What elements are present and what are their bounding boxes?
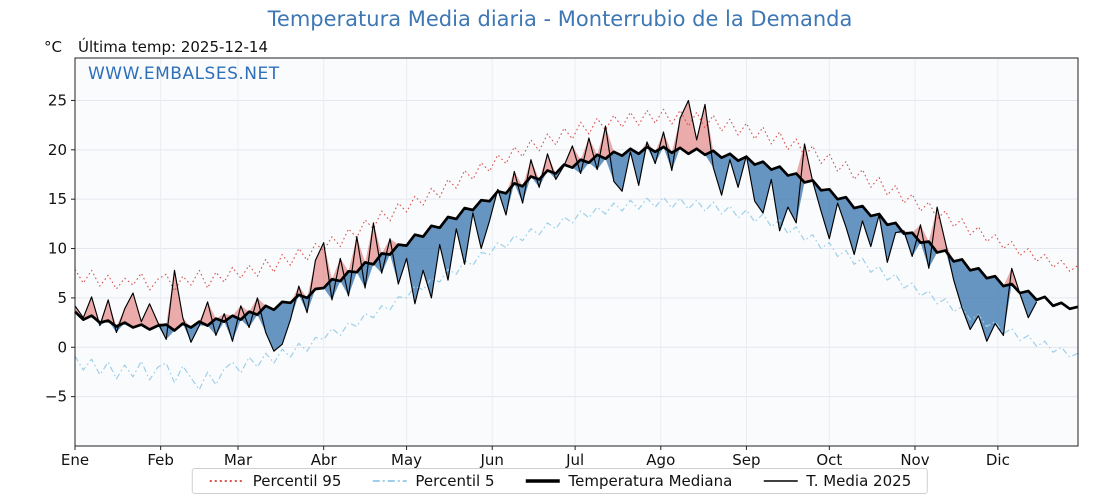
x-tick-label: Oct xyxy=(816,451,842,469)
chart-area: −5 0 5 10 15 20 25 Ene Feb Mar Abr May Jun Jul Ago Sep O… xyxy=(45,57,1079,469)
fill-above-median xyxy=(75,100,1037,331)
legend-sample-line-p95 xyxy=(209,480,244,482)
x-tick-label: Abr xyxy=(311,451,338,469)
legend-label: Percentil 5 xyxy=(415,472,495,490)
series-line-p5 xyxy=(74,196,1079,391)
chart-title: Temperatura Media diaria - Monterrubio d… xyxy=(267,7,853,31)
y-tick-label: 10 xyxy=(48,240,67,258)
fill-below-median xyxy=(75,146,1037,352)
series-line-median xyxy=(74,145,1079,332)
legend-item-median: Temperatura Mediana xyxy=(524,472,732,490)
legend-sample-line-current xyxy=(763,480,798,482)
x-tick-label: Dic xyxy=(986,451,1010,469)
legend-item-p5: Percentil 5 xyxy=(371,472,494,490)
x-tick-label: Sep xyxy=(732,451,760,469)
x-tick-label: Ago xyxy=(646,451,675,469)
series-line-current xyxy=(74,99,1038,352)
chart-svg: −5 0 5 10 15 20 25 Ene Feb Mar Abr May Jun Jul Ago Sep O… xyxy=(45,57,1079,469)
x-tick-label: May xyxy=(391,451,422,469)
legend-item-current: T. Media 2025 xyxy=(762,472,911,490)
y-tick-label: −5 xyxy=(45,388,67,406)
legend-label: T. Media 2025 xyxy=(806,472,912,490)
last-temp-label: Última temp: 2025-12-14 xyxy=(78,38,269,56)
plot-frame xyxy=(74,57,1079,447)
y-tick-label: 25 xyxy=(48,91,67,109)
legend-sample-line-median xyxy=(525,479,560,483)
y-tick-label: 20 xyxy=(48,141,67,159)
x-tick-label: Jun xyxy=(480,451,504,469)
x-tick-label: Mar xyxy=(224,451,253,469)
x-tick-label: Jul xyxy=(565,451,584,469)
x-tick-label: Nov xyxy=(900,451,929,469)
x-tick-label: Feb xyxy=(147,451,174,469)
legend-label: Percentil 95 xyxy=(252,472,342,490)
watermark: WWW.EMBALSES.NET xyxy=(88,64,280,84)
y-tick-label: 0 xyxy=(57,338,67,356)
legend-label: Temperatura Mediana xyxy=(568,472,733,490)
series-line-p95 xyxy=(74,108,1079,292)
y-axis-units-label: °C xyxy=(44,38,62,56)
x-tick-label: Ene xyxy=(61,451,89,469)
legend-sample-line-p5 xyxy=(372,480,407,482)
y-tick-label: 15 xyxy=(48,190,67,208)
legend: Percentil 95 Percentil 5 Temperatura Media… xyxy=(191,468,929,494)
y-tick-label: 5 xyxy=(57,289,67,307)
legend-item-p95: Percentil 95 xyxy=(209,472,342,490)
